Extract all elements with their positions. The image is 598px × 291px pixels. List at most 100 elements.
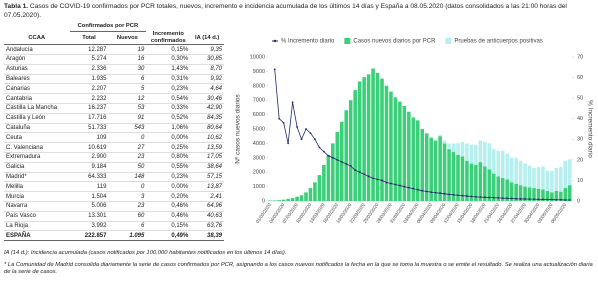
bar xyxy=(460,156,465,201)
bar xyxy=(527,187,532,201)
bar xyxy=(433,140,438,201)
bar xyxy=(487,143,492,170)
table-cell: 0,80% xyxy=(146,152,191,163)
bar xyxy=(532,188,536,201)
table-cell: 3.992 xyxy=(69,221,109,232)
line-point xyxy=(434,191,437,194)
line-point xyxy=(430,191,433,194)
table-row: C. Valenciana 10.619 27 0,25% 13,59 xyxy=(4,142,224,154)
table-cell: 2.336 xyxy=(69,64,109,75)
y2-tick-label: 60 xyxy=(577,75,583,81)
y-tick-label: 7000 xyxy=(253,98,265,104)
y-tick-label: 1000 xyxy=(253,184,265,190)
table-row: Aragón 5.274 16 0,30% 30,85 xyxy=(4,54,224,65)
table-cell: Melilla xyxy=(4,181,70,193)
line-point xyxy=(291,101,294,104)
table-cell: 0,20% xyxy=(146,191,191,203)
table-cell: 2.232 xyxy=(69,93,109,105)
table-row: Asturias 2.336 30 1,43% 8,70 xyxy=(4,64,224,75)
table-row: Murcia 1.504 3 0,20% 2,41 xyxy=(4,191,224,203)
bar xyxy=(500,177,505,201)
bar xyxy=(563,188,568,201)
table-cell: 222.857 xyxy=(69,230,109,242)
table-cell: Extremadura xyxy=(4,152,70,163)
table-cell: Canarias xyxy=(4,83,70,95)
line-point xyxy=(394,183,397,186)
line-point xyxy=(336,158,339,161)
table-row: Cantabria 2.232 12 0,54% 30,46 xyxy=(4,93,224,105)
bar xyxy=(545,170,550,191)
line-point xyxy=(546,198,549,201)
table-row: País Vasco 13.301 60 0,46% 40,63 xyxy=(4,211,224,222)
bar xyxy=(411,117,416,201)
bar xyxy=(429,137,433,201)
table-cell: Asturias xyxy=(4,64,70,75)
bar xyxy=(496,176,501,201)
bar xyxy=(474,165,478,201)
bar xyxy=(299,195,304,201)
bar xyxy=(290,198,295,201)
table-cell: 4,64 xyxy=(190,83,224,95)
bar xyxy=(559,191,563,201)
total-row: ESPAÑA 222.857 1.095 0,49% 38,39 xyxy=(4,230,224,242)
line-point xyxy=(282,121,285,124)
table-cell: 80,64 xyxy=(190,123,224,134)
table-cell: 0 xyxy=(108,181,147,193)
table-cell: 8,70 xyxy=(190,64,224,75)
bar xyxy=(456,154,460,201)
empty-cell xyxy=(146,22,190,31)
note: * La Comunidad de Madrid consolida diari… xyxy=(4,261,593,276)
line-point xyxy=(555,198,558,201)
table-cell: 51.733 xyxy=(69,123,109,134)
bar xyxy=(514,157,518,184)
table-cell: 109 xyxy=(69,132,109,144)
bar xyxy=(567,185,572,201)
bar xyxy=(407,111,411,201)
bar xyxy=(541,166,545,190)
bar xyxy=(326,154,331,201)
table-row: Extremadura 2.900 23 0,80% 17,05 xyxy=(4,152,224,163)
bar xyxy=(554,190,559,201)
table-row: Ceuta 109 0 0,00% 10,62 xyxy=(4,132,224,144)
line-point xyxy=(296,126,298,128)
column-header: CCAA xyxy=(4,31,70,46)
bar xyxy=(272,200,277,201)
table-cell: 6 xyxy=(108,221,147,232)
line-point xyxy=(421,189,424,192)
table-cell: Navarra xyxy=(4,201,70,212)
bar xyxy=(563,160,568,189)
line-point xyxy=(492,196,495,199)
y2-axis-title: % Incremento diario xyxy=(586,100,593,158)
bar xyxy=(442,140,447,144)
bar xyxy=(447,143,451,150)
table-cell: 16.237 xyxy=(69,103,109,114)
bar xyxy=(304,192,308,201)
table-cell: Aragón xyxy=(4,54,70,65)
y-tick-label: 2000 xyxy=(253,170,265,176)
line-point xyxy=(381,179,383,182)
line-point xyxy=(416,188,419,191)
table-cell: 30 xyxy=(108,64,147,75)
bar xyxy=(424,133,429,201)
line-point xyxy=(322,150,325,153)
line-point xyxy=(537,198,540,201)
line-point xyxy=(300,138,303,141)
y-axis-title: Nº casos nuevos diarios xyxy=(235,93,242,163)
column-header: Total xyxy=(69,31,109,46)
table-cell: 0,23% xyxy=(146,83,191,95)
table-cell: C. Valenciana xyxy=(4,142,70,154)
bar xyxy=(331,143,335,201)
bar xyxy=(451,143,456,153)
table-cell: 0,15% xyxy=(146,44,191,56)
bar xyxy=(527,165,532,188)
table-cell: 0,33% xyxy=(146,103,191,114)
line-point xyxy=(457,194,459,197)
bar xyxy=(491,173,496,201)
note: IA (14 d.): Incidencia acumulada (casos … xyxy=(4,250,287,256)
bar xyxy=(438,136,442,201)
bar xyxy=(550,170,554,193)
line-point xyxy=(519,198,522,200)
line-point xyxy=(425,190,428,193)
bar xyxy=(509,182,514,201)
table-cell: 38,39 xyxy=(190,230,224,242)
